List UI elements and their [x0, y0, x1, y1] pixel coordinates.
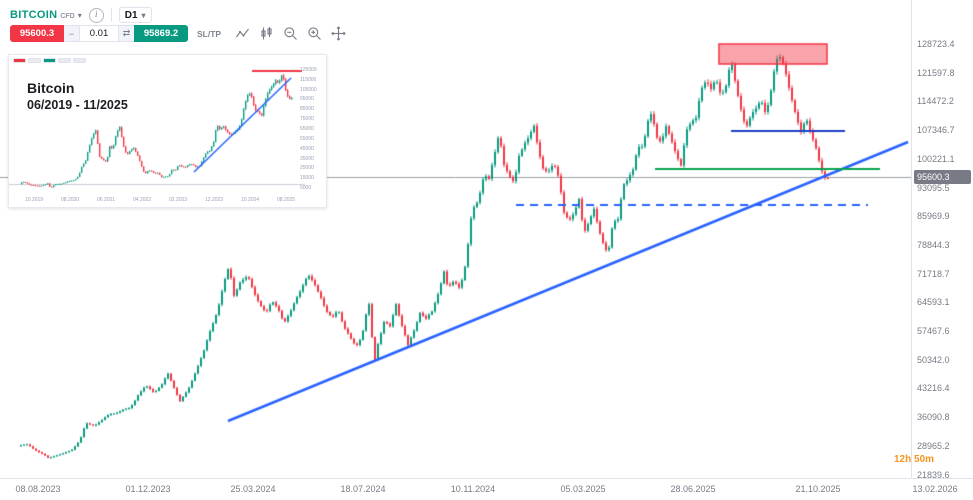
date-tick-label: 08.08.2023 — [15, 484, 61, 494]
price-tick-label: 128723.4 — [917, 39, 955, 49]
chart-tools — [235, 26, 346, 41]
inset-toolbar-chip — [58, 58, 71, 63]
inset-date-tick: 06.2021 — [97, 197, 116, 203]
zoom-out-icon[interactable] — [283, 26, 298, 41]
date-tick-label: 25.03.2024 — [230, 484, 276, 494]
date-tick-label: 21.10.2025 — [795, 484, 841, 494]
toolbar-divider — [110, 8, 112, 22]
inset-toolbar-chip — [28, 58, 41, 63]
inset-candlestick-chart — [9, 55, 326, 207]
chevron-down-icon: ▾ — [77, 11, 82, 20]
inset-date-tick: 10.2019 — [25, 197, 44, 203]
inset-price-tick: 95000 — [300, 96, 314, 103]
quantity-input[interactable]: 0.01 — [79, 25, 119, 42]
price-tick-label: 93095.5 — [917, 182, 950, 193]
timeframe-label: D1 — [124, 9, 138, 21]
info-icon[interactable]: i — [88, 7, 104, 23]
toolbar-top: BITCOIN CFD ▾ i D1 ▾ — [10, 7, 152, 23]
inset-price-tick: 85000 — [300, 106, 314, 113]
inset-subtitle: 06/2019 - 11/2025 — [27, 98, 128, 113]
instrument-type-label: CFD — [60, 13, 75, 20]
price-tick-label: 114472.2 — [917, 96, 954, 107]
inset-date-tick: 08.2020 — [61, 197, 80, 203]
inset-price-tick: 105000 — [300, 86, 317, 93]
price-tick-label: 64593.1 — [917, 297, 950, 308]
symbol-selector[interactable]: BITCOIN CFD ▾ — [10, 9, 82, 21]
date-tick-label: 01.12.2023 — [125, 484, 171, 494]
date-tick-label: 28.06.2025 — [670, 484, 716, 494]
price-tick-label: 71718.7 — [917, 268, 950, 279]
inset-date-tick: 04.2022 — [133, 197, 152, 203]
time-axis[interactable]: 08.08.2023 01.12.2023 25.03.2024 18.07.2024… — [0, 478, 973, 500]
inset-title-block: Bitcoin 06/2019 - 11/2025 — [27, 79, 128, 113]
symbol-name: BITCOIN — [10, 9, 58, 21]
price-tick-label: 36090.8 — [917, 412, 950, 423]
inset-date-tick: 10.2024 — [241, 197, 260, 203]
reverse-order-icon[interactable]: ⇄ — [119, 25, 134, 42]
timeframe-selector[interactable]: D1 ▾ — [118, 7, 152, 23]
inset-toolbar-chip — [43, 58, 56, 63]
price-axis[interactable]: 95600.3 128723.4 121597.8 114472.2 107346.7… — [911, 0, 973, 480]
quantity-decrease-button[interactable]: − — [64, 25, 79, 42]
candle-countdown: 12h 50m — [894, 454, 935, 465]
inset-price-tick: 35000 — [300, 155, 314, 162]
inset-price-tick: 125000 — [300, 66, 317, 73]
price-tick-label: 21839.6 — [917, 469, 950, 480]
inset-title: Bitcoin — [27, 80, 75, 96]
price-tick-label: 43216.4 — [917, 383, 950, 394]
price-tick-label: 57467.6 — [917, 326, 950, 337]
inset-toolbar-chip — [73, 58, 86, 63]
sell-button[interactable]: 95600.3 — [10, 25, 64, 42]
price-tick-label: 85969.9 — [917, 211, 950, 222]
inset-price-tick: 115000 — [300, 76, 317, 83]
zoom-in-icon[interactable] — [307, 26, 322, 41]
inset-chart: Bitcoin 06/2019 - 11/2025 125000 115000 10… — [8, 54, 327, 208]
inset-toolbar-chip — [13, 58, 26, 63]
crosshair-icon[interactable] — [331, 26, 346, 41]
price-tick-label: 100221.1 — [917, 153, 955, 164]
price-tick-label: 78844.3 — [917, 239, 950, 250]
date-tick-label: 18.07.2024 — [340, 484, 386, 494]
inset-price-tick: 15000 — [300, 175, 314, 182]
inset-date-tick: 02.2023 — [169, 197, 188, 203]
order-panel: 95600.3 − 0.01 ⇄ 95869.2 SL/TP — [10, 25, 346, 42]
date-tick-label: 10.11.2024 — [450, 484, 496, 494]
price-tick-label: 28965.2 — [917, 440, 950, 451]
price-tick-label: 107346.7 — [917, 125, 955, 136]
inset-price-tick: 25000 — [300, 165, 314, 172]
date-tick-label: 05.03.2025 — [560, 484, 606, 494]
price-tick-label: 50342.0 — [917, 354, 950, 365]
inset-price-tick: 75000 — [300, 116, 314, 123]
chevron-down-icon: ▾ — [141, 10, 146, 20]
price-tick-label: 121597.8 — [917, 67, 955, 78]
drawing-tool-icon[interactable] — [235, 26, 250, 41]
inset-date-tick: 08.2025 — [277, 197, 296, 203]
date-tick-label: 13.02.2026 — [912, 484, 958, 494]
current-price-tag: 95600.3 — [914, 170, 971, 185]
inset-price-tick: 5000 — [300, 185, 312, 192]
inset-date-tick: 12.2023 — [205, 197, 224, 203]
inset-price-tick: 45000 — [300, 145, 314, 152]
chart-type-icon[interactable] — [259, 26, 274, 41]
sltp-label: SL/TP — [197, 28, 222, 39]
inset-price-tick: 55000 — [300, 135, 314, 142]
buy-button[interactable]: 95869.2 — [134, 25, 188, 42]
inset-price-tick: 65000 — [300, 126, 314, 132]
inset-toolbar — [13, 58, 86, 63]
